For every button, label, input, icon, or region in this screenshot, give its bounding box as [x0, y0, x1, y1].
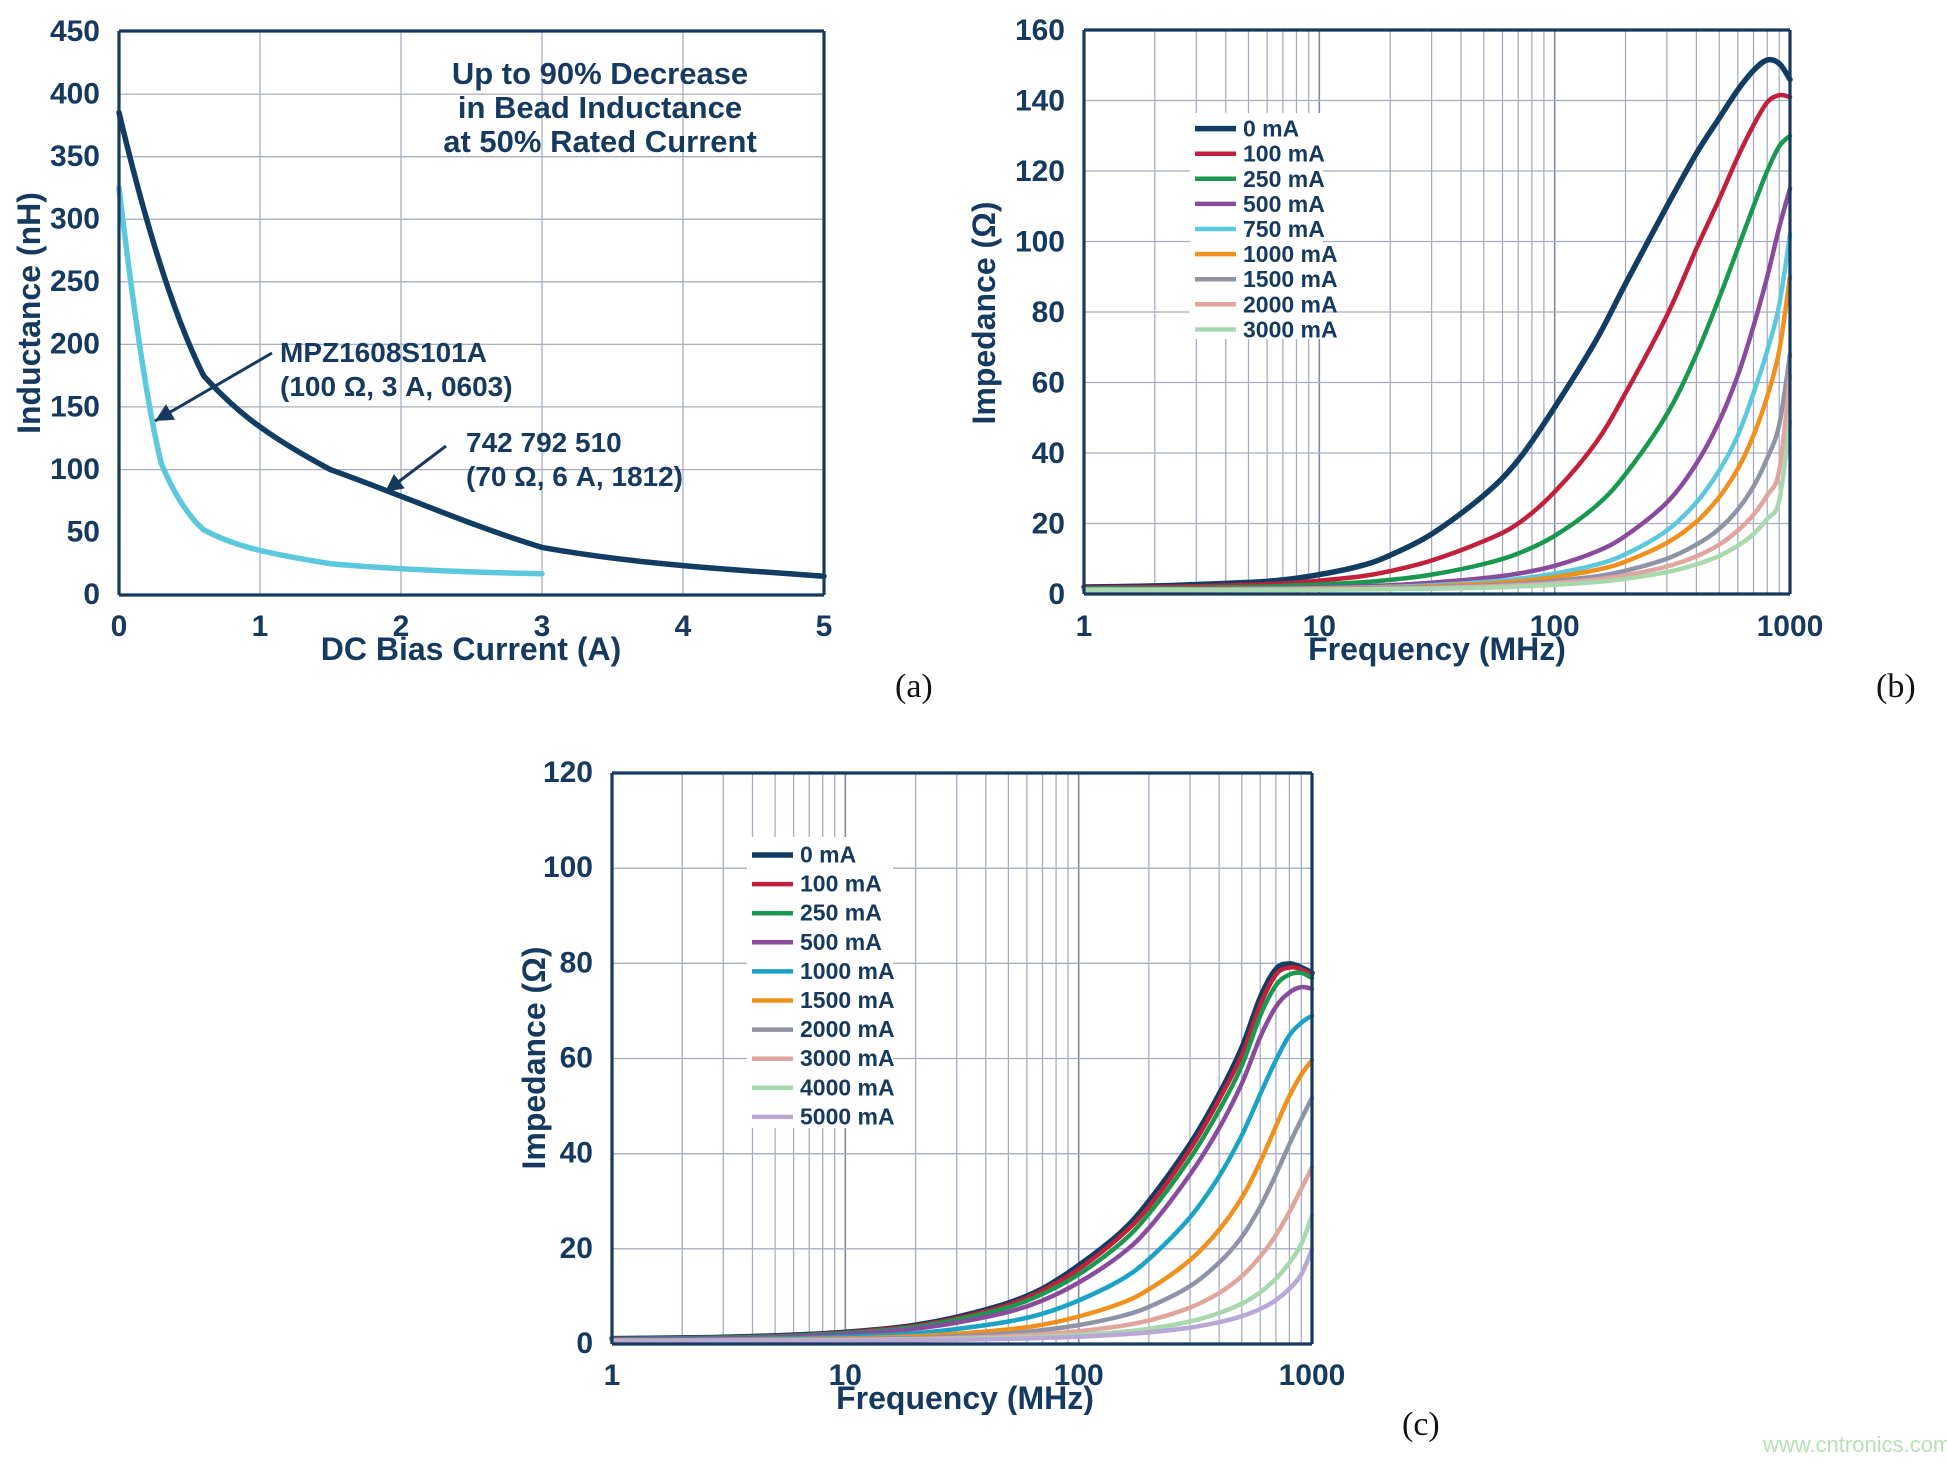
svg-text:40: 40 [560, 1137, 593, 1170]
svg-text:3000 mA: 3000 mA [800, 1045, 895, 1071]
svg-text:5000 mA: 5000 mA [800, 1103, 895, 1129]
svg-text:50: 50 [67, 515, 100, 548]
svg-text:1: 1 [252, 610, 269, 643]
svg-text:450: 450 [50, 15, 100, 48]
svg-text:300: 300 [50, 203, 100, 236]
svg-text:200: 200 [50, 328, 100, 361]
svg-text:1000: 1000 [1757, 610, 1824, 643]
svg-text:0: 0 [1048, 578, 1065, 611]
svg-text:250 mA: 250 mA [800, 900, 882, 926]
svg-text:0 mA: 0 mA [800, 842, 856, 868]
svg-text:(100 Ω, 3 A, 0603): (100 Ω, 3 A, 0603) [280, 371, 513, 402]
svg-text:250 mA: 250 mA [1243, 166, 1325, 192]
svg-text:Frequency (MHz): Frequency (MHz) [1308, 631, 1566, 667]
svg-text:120: 120 [543, 756, 593, 789]
svg-text:100: 100 [543, 851, 593, 884]
svg-text:Up to 90% Decrease: Up to 90% Decrease [452, 56, 748, 91]
svg-text:MPZ1608S101A: MPZ1608S101A [280, 337, 487, 368]
svg-text:5: 5 [816, 610, 833, 643]
svg-text:150: 150 [50, 390, 100, 423]
svg-text:1000 mA: 1000 mA [1243, 241, 1338, 267]
svg-text:100 mA: 100 mA [800, 871, 882, 897]
svg-text:0: 0 [111, 610, 128, 643]
svg-text:1000: 1000 [1279, 1359, 1346, 1392]
svg-text:742 792 510: 742 792 510 [466, 427, 622, 458]
svg-text:1500 mA: 1500 mA [800, 987, 895, 1013]
svg-text:160: 160 [1015, 14, 1065, 47]
svg-text:in Bead Inductance: in Bead Inductance [458, 90, 742, 125]
svg-text:2000 mA: 2000 mA [1243, 291, 1338, 317]
svg-text:60: 60 [1032, 367, 1065, 400]
svg-text:20: 20 [1032, 508, 1065, 541]
svg-text:1500 mA: 1500 mA [1243, 266, 1338, 292]
svg-text:500 mA: 500 mA [1243, 191, 1325, 217]
svg-text:250: 250 [50, 265, 100, 298]
svg-text:(70 Ω, 6 A, 1812): (70 Ω, 6 A, 1812) [466, 461, 683, 492]
svg-text:60: 60 [560, 1042, 593, 1075]
svg-text:0: 0 [83, 578, 100, 611]
svg-text:3000 mA: 3000 mA [1243, 317, 1338, 343]
svg-text:Frequency (MHz): Frequency (MHz) [836, 1380, 1094, 1415]
svg-text:4000 mA: 4000 mA [800, 1074, 895, 1100]
svg-text:500 mA: 500 mA [800, 929, 882, 955]
svg-text:DC Bias Current (A): DC Bias Current (A) [321, 631, 621, 667]
svg-text:2000 mA: 2000 mA [800, 1016, 895, 1042]
svg-text:at 50% Rated Current: at 50% Rated Current [443, 124, 757, 159]
svg-text:120: 120 [1015, 155, 1065, 188]
svg-text:0: 0 [576, 1327, 593, 1360]
svg-text:4: 4 [675, 610, 692, 643]
svg-text:100: 100 [50, 453, 100, 486]
svg-text:1000 mA: 1000 mA [800, 958, 895, 984]
svg-text:350: 350 [50, 140, 100, 173]
svg-text:Impedance (Ω): Impedance (Ω) [516, 946, 552, 1169]
svg-text:1: 1 [1076, 610, 1093, 643]
svg-text:80: 80 [560, 946, 593, 979]
svg-text:20: 20 [560, 1232, 593, 1265]
svg-text:0 mA: 0 mA [1243, 116, 1299, 142]
svg-text:140: 140 [1015, 85, 1065, 118]
svg-text:Inductance (nH): Inductance (nH) [11, 192, 47, 434]
svg-text:100: 100 [1015, 226, 1065, 259]
svg-text:Impedance (Ω): Impedance (Ω) [966, 201, 1002, 424]
svg-text:1: 1 [604, 1359, 621, 1392]
svg-text:400: 400 [50, 78, 100, 111]
svg-text:80: 80 [1032, 296, 1065, 329]
svg-text:750 mA: 750 mA [1243, 216, 1325, 242]
svg-text:40: 40 [1032, 437, 1065, 470]
svg-text:100 mA: 100 mA [1243, 141, 1325, 167]
